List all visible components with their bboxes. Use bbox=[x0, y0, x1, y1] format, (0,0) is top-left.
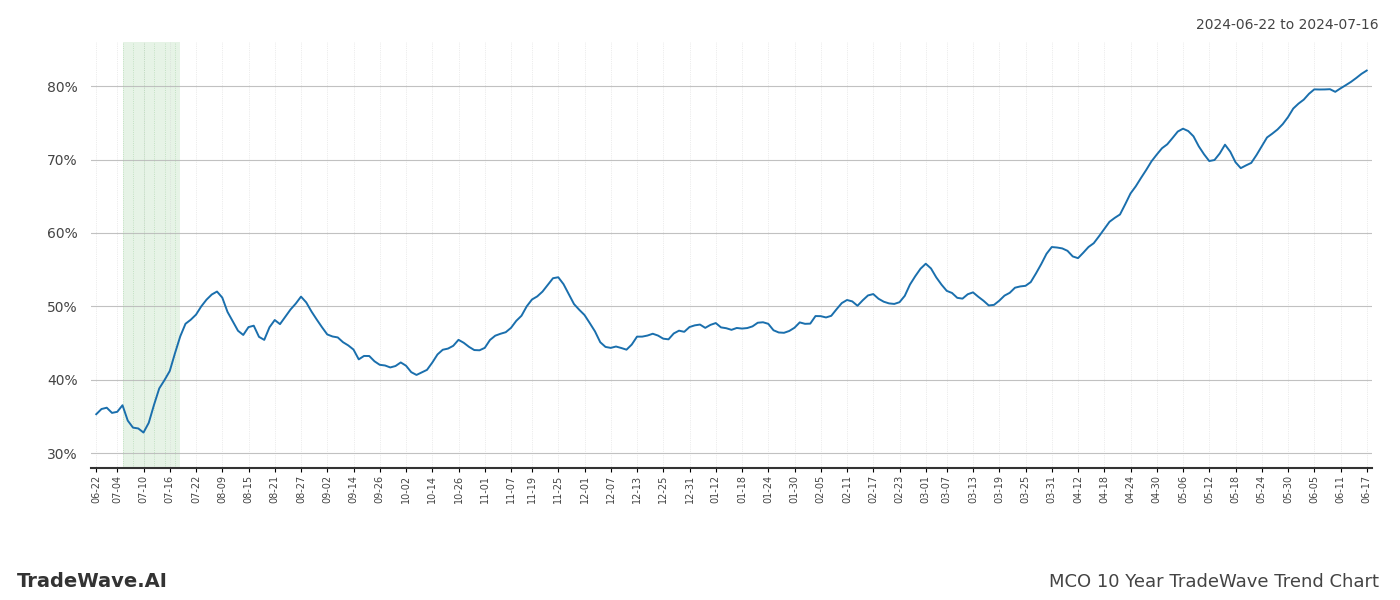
Text: MCO 10 Year TradeWave Trend Chart: MCO 10 Year TradeWave Trend Chart bbox=[1049, 573, 1379, 591]
Text: 2024-06-22 to 2024-07-16: 2024-06-22 to 2024-07-16 bbox=[1197, 18, 1379, 32]
Bar bbox=[123, 42, 181, 468]
Text: TradeWave.AI: TradeWave.AI bbox=[17, 572, 168, 591]
